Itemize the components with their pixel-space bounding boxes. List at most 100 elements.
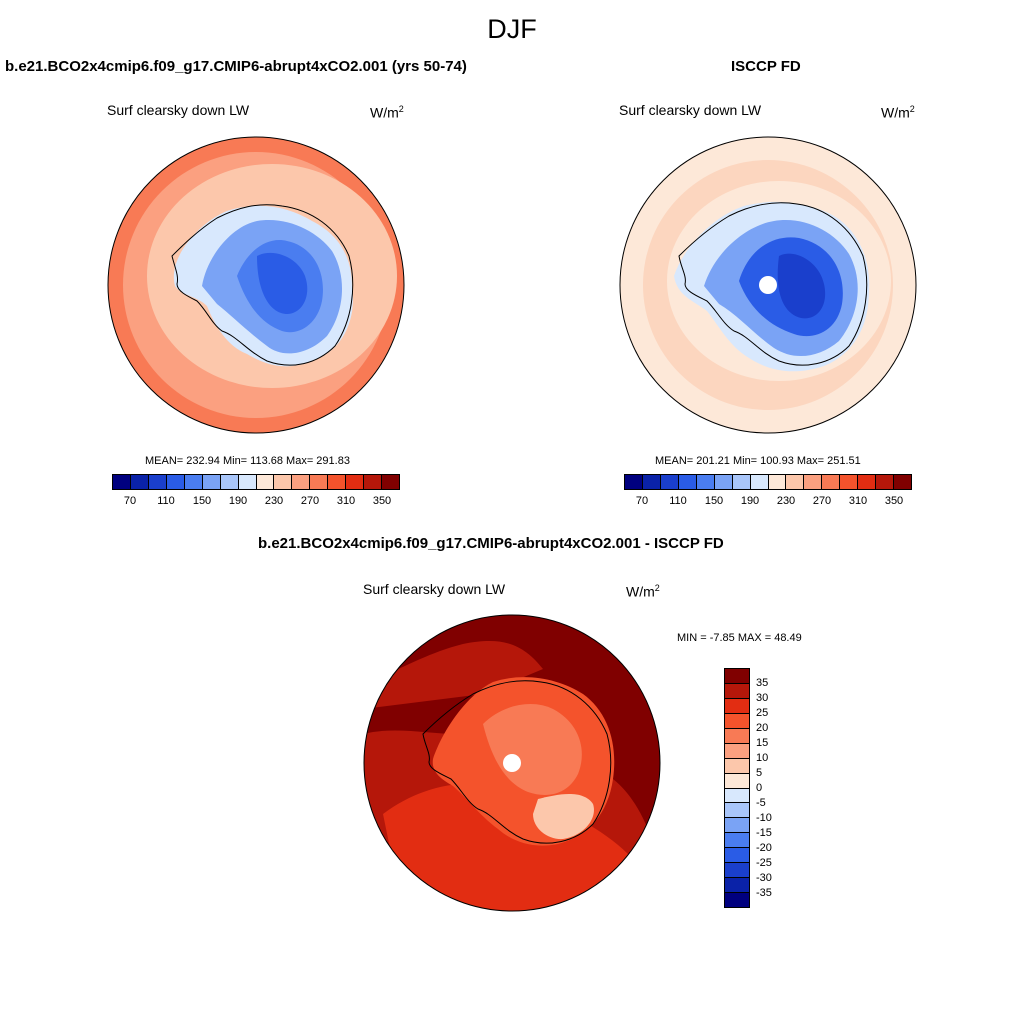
- diff-colorbar-cell: [725, 743, 749, 759]
- diff-colorbar-cell: [725, 683, 749, 699]
- model-map-border: [107, 136, 405, 434]
- obs-coastline: [678, 202, 868, 366]
- model-colorbar-cell: [274, 475, 293, 489]
- model-colorbar-tick-label: 110: [157, 495, 175, 507]
- model-colorbar-tick-label: 310: [336, 495, 356, 507]
- obs-colorbar-cell: [732, 475, 751, 489]
- obs-map-border: [619, 136, 917, 434]
- diff-colorbar-cell: [725, 818, 749, 834]
- obs-colorbar-cell: [822, 475, 841, 489]
- obs-panel-title: ISCCP FD: [731, 58, 801, 75]
- obs-colorbar: [624, 474, 912, 490]
- obs-colorbar-tick-label: 350: [884, 495, 904, 507]
- model-colorbar-cell: [238, 475, 257, 489]
- model-colorbar-cell: [328, 475, 347, 489]
- diff-colorbar-tick-label: 15: [756, 737, 769, 749]
- diff-colorbar-tick-label: 10: [756, 752, 769, 764]
- diff-colorbar-tick-label: -35: [756, 887, 772, 899]
- obs-colorbar-cell: [894, 475, 911, 489]
- diff-colorbar-tick-label: 25: [756, 707, 769, 719]
- obs-colorbar-tick-label: 150: [704, 495, 724, 507]
- diff-units-label: W/m2: [626, 583, 660, 600]
- obs-colorbar-cell: [642, 475, 661, 489]
- figure-title: DJF: [487, 14, 537, 44]
- diff-colorbar-tick-label: -30: [756, 872, 772, 884]
- diff-colorbar-tick-label: -10: [756, 812, 772, 824]
- model-polar-map: [107, 136, 405, 434]
- obs-colorbar-cell: [768, 475, 787, 489]
- diff-colorbar-tick-label: -5: [756, 797, 766, 809]
- diff-antarctica-streaks: [483, 704, 582, 795]
- diff-colorbar-cell: [725, 773, 749, 789]
- diff-colorbar-cell: [725, 878, 749, 894]
- model-colorbar: [112, 474, 400, 490]
- model-colorbar-cell: [148, 475, 167, 489]
- diff-colorbar-cell: [725, 803, 749, 819]
- diff-colorbar-tick-label: 5: [756, 767, 763, 779]
- model-colorbar-cell: [113, 475, 131, 489]
- diff-colorbar-ticks: 35 30 25 20 15 10 5 0 -5 -10 -15 -20 -25 -30 -35: [756, 668, 796, 908]
- diff-colorbar-cell: [725, 848, 749, 864]
- model-colorbar-cell: [346, 475, 365, 489]
- obs-colorbar-tick-label: 70: [635, 495, 649, 507]
- diff-colorbar-cell: [725, 863, 749, 879]
- model-colorbar-cell: [292, 475, 311, 489]
- obs-antarctica-core: [777, 253, 826, 319]
- diff-pole-mask: [503, 754, 521, 772]
- model-colorbar-cell: [382, 475, 399, 489]
- obs-colorbar-cell: [876, 475, 895, 489]
- model-colorbar-cell: [130, 475, 149, 489]
- model-colorbar-tick-label: 230: [264, 495, 284, 507]
- obs-colorbar-tick-label: 270: [812, 495, 832, 507]
- model-panel-title: b.e21.BCO2x4cmip6.f09_g17.CMIP6-abrupt4x…: [5, 58, 467, 75]
- model-antarctica-core: [257, 252, 308, 314]
- diff-stats: MIN = -7.85 MAX = 48.49: [677, 632, 802, 644]
- model-colorbar-cell: [166, 475, 185, 489]
- diff-colorbar-cell: [725, 669, 749, 684]
- obs-colorbar-cell: [840, 475, 859, 489]
- diff-coastline: [422, 680, 612, 844]
- model-colorbar-cell: [256, 475, 275, 489]
- obs-colorbar-cell: [678, 475, 697, 489]
- model-units-label: W/m2: [370, 104, 404, 121]
- diff-map-border: [363, 614, 661, 912]
- diff-colorbar-cell: [725, 893, 749, 907]
- diff-colorbar-cell: [725, 698, 749, 714]
- obs-colorbar-cell: [858, 475, 877, 489]
- obs-colorbar-cell: [786, 475, 805, 489]
- obs-colorbar-tick-label: 110: [669, 495, 687, 507]
- obs-colorbar-cell: [750, 475, 769, 489]
- diff-polar-map: [363, 614, 661, 912]
- diff-colorbar-tick-label: 35: [756, 677, 769, 689]
- diff-colorbar-cell: [725, 788, 749, 804]
- obs-colorbar-tick-label: 230: [776, 495, 796, 507]
- obs-stats: MEAN= 201.21 Min= 100.93 Max= 251.51: [655, 455, 861, 467]
- obs-colorbar-cell: [696, 475, 715, 489]
- diff-colorbar-tick-label: -15: [756, 827, 772, 839]
- model-stats: MEAN= 232.94 Min= 113.68 Max= 291.83: [145, 455, 350, 467]
- model-colorbar-tick-label: 70: [123, 495, 137, 507]
- obs-units-label: W/m2: [881, 104, 915, 121]
- obs-colorbar-cell: [714, 475, 733, 489]
- obs-polar-map: [619, 136, 917, 434]
- diff-antarctica-light-sector: [533, 794, 594, 840]
- diff-colorbar-tick-label: -20: [756, 842, 772, 854]
- obs-colorbar-cell: [804, 475, 823, 489]
- diff-colorbar-cell: [725, 728, 749, 744]
- model-colorbar-cell: [310, 475, 329, 489]
- diff-colorbar-cell: [725, 833, 749, 849]
- diff-colorbar-cell: [725, 758, 749, 774]
- obs-colorbar-tick-label: 190: [740, 495, 760, 507]
- model-colorbar-tick-label: 150: [192, 495, 212, 507]
- diff-colorbar-tick-label: 20: [756, 722, 769, 734]
- model-colorbar-cell: [364, 475, 383, 489]
- model-coastline: [171, 204, 354, 366]
- diff-panel-title: b.e21.BCO2x4cmip6.f09_g17.CMIP6-abrupt4x…: [258, 535, 724, 552]
- model-colorbar-tick-label: 350: [372, 495, 392, 507]
- diff-ocean-north-band: [364, 641, 543, 709]
- obs-pole-mask: [759, 276, 777, 294]
- obs-colorbar-cell: [660, 475, 679, 489]
- diff-colorbar-tick-label: -25: [756, 857, 772, 869]
- diff-colorbar-tick-label: 0: [756, 782, 763, 794]
- obs-variable-label: Surf clearsky down LW: [619, 102, 762, 118]
